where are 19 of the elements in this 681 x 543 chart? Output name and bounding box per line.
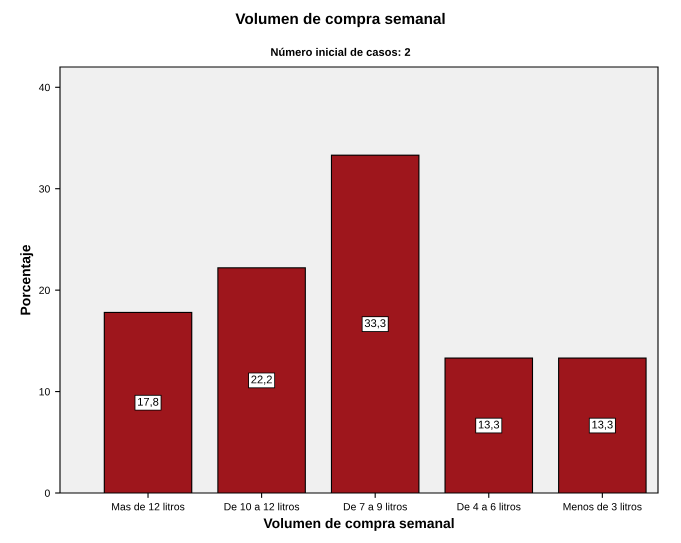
x-tick-label: Menos de 3 litros: [564, 502, 642, 510]
y-axis-title: Porcentaje: [20, 244, 34, 315]
data-label: 22,2: [251, 376, 272, 385]
x-tick-label: Mas de 12 litros: [112, 502, 184, 510]
y-tick-label: 0: [44, 490, 50, 497]
chart-subtitle: Número inicial de casos: 2: [271, 48, 410, 56]
x-tick-label: De 10 a 12 litros: [224, 502, 300, 510]
y-tick-label: 20: [39, 286, 50, 294]
y-tick-label: 10: [39, 388, 50, 396]
y-tick-label: 40: [38, 84, 50, 92]
y-tick-label: 30: [39, 185, 50, 193]
x-tick-label: De 7 a 9 litros: [344, 502, 407, 510]
data-label: 13,3: [592, 420, 613, 430]
data-label: 13,3: [478, 420, 500, 430]
data-label: 33,3: [364, 319, 386, 328]
chart-title: Volumen de compra semanal: [235, 12, 445, 28]
x-tick-label: De 4 a 6 litros: [457, 502, 521, 510]
x-axis-title: Volumen de compra semanal: [264, 518, 454, 531]
data-label: 17,8: [138, 398, 158, 408]
